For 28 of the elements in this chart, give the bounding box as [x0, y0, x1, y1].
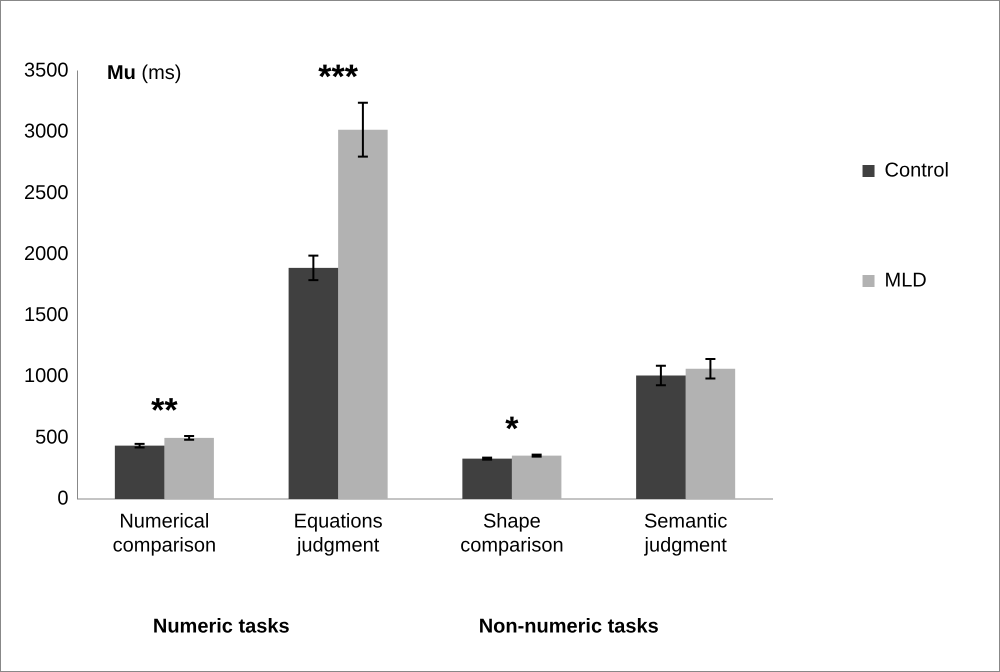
text: Numeric tasks — [152, 616, 290, 638]
bar — [288, 268, 338, 499]
x-tick-label: Numerical comparison — [112, 510, 216, 557]
x-tick-label: Semantic judgment — [644, 510, 728, 557]
annotation: * — [505, 410, 520, 448]
y-tick-label: 2000 — [24, 242, 68, 265]
text: Non-numeric tasks — [478, 616, 659, 638]
bar — [636, 375, 686, 499]
x-tick-label: Shape comparison — [460, 510, 564, 557]
y-tick-label: 1500 — [24, 304, 68, 326]
y-tick-label: 0 — [57, 488, 68, 510]
y-tick-label: 3500 — [24, 60, 68, 82]
bar — [338, 130, 388, 499]
y-tick-label: 1000 — [24, 365, 68, 388]
annotation: ** — [151, 391, 178, 430]
legend-label: MLD — [884, 270, 927, 292]
bar — [164, 438, 214, 499]
bar — [462, 458, 512, 499]
y-tick-label: 3000 — [24, 120, 68, 143]
y-tick-label: 500 — [35, 426, 68, 448]
x-tick-label: Equations judgment — [294, 510, 383, 557]
y-tick-label: 2500 — [24, 182, 68, 204]
y-axis-title: Mu (ms) — [107, 62, 182, 84]
bar — [114, 446, 164, 499]
bar — [512, 456, 562, 499]
bar — [686, 368, 736, 499]
annotation: *** — [318, 58, 359, 96]
legend-label: Control — [884, 160, 950, 182]
